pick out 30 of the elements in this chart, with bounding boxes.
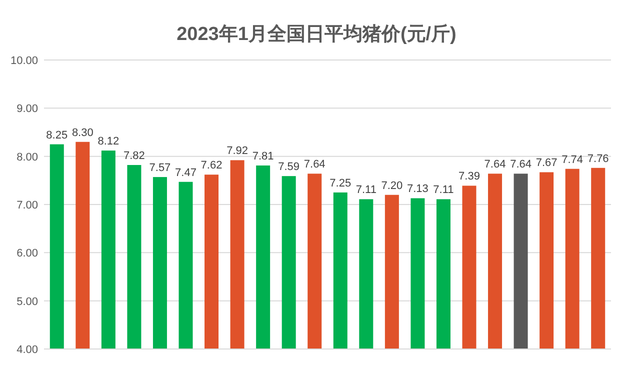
data-label: 8.25 (46, 129, 68, 142)
y-tick-label: 10.00 (10, 55, 38, 67)
y-tick-label: 4.00 (16, 344, 38, 356)
data-label: 8.12 (98, 136, 120, 148)
data-label: 7.57 (149, 162, 171, 174)
data-label: 7.76 (587, 152, 609, 165)
y-tick-label: 7.00 (16, 200, 38, 212)
y-tick-label: 6.00 (16, 248, 38, 260)
data-label: 7.67 (536, 157, 558, 170)
data-label: 7.64 (304, 158, 326, 171)
data-label: 7.62 (200, 160, 222, 172)
data-label: 8.30 (72, 126, 94, 139)
data-label: 7.13 (406, 183, 428, 196)
data-label: 7.74 (562, 154, 584, 166)
data-label: 7.11 (433, 184, 454, 196)
data-label: 7.59 (278, 161, 300, 174)
data-label: 7.64 (484, 158, 506, 171)
data-label: 7.39 (458, 170, 480, 183)
data-label: 7.81 (252, 150, 274, 162)
y-tick-label: 9.00 (16, 103, 38, 116)
y-tick-label: 8.00 (16, 151, 38, 164)
y-tick-label: 5.00 (16, 296, 38, 308)
data-label: 7.20 (381, 180, 403, 192)
chart-title: 2023年1月全国日平均猪价(元/斤) (176, 23, 456, 45)
data-label: 7.82 (123, 150, 145, 162)
data-label: 7.25 (330, 177, 352, 190)
data-label: 7.47 (175, 166, 196, 179)
data-label: 7.92 (226, 145, 248, 158)
data-label: 7.11 (356, 184, 376, 196)
data-label: 7.64 (510, 158, 532, 171)
